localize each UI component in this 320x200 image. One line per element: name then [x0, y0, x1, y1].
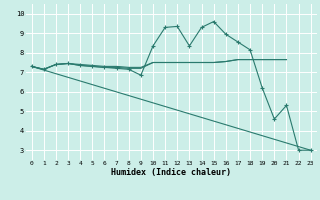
X-axis label: Humidex (Indice chaleur): Humidex (Indice chaleur): [111, 168, 231, 177]
